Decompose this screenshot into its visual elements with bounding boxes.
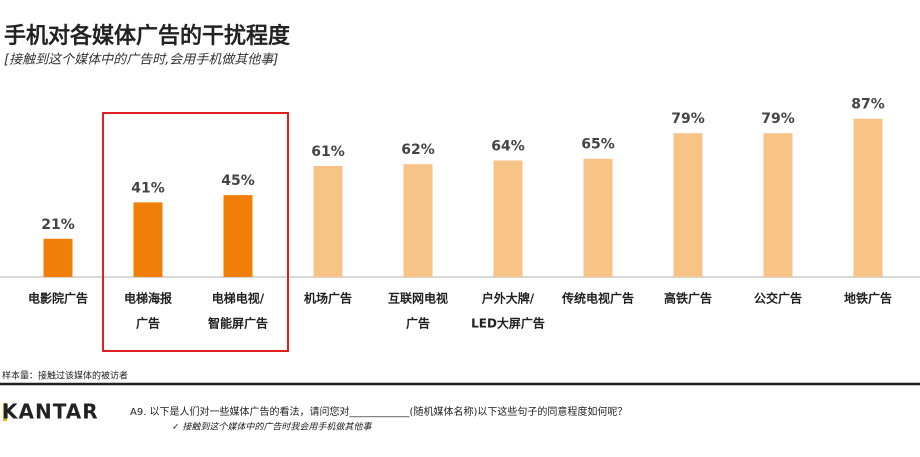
bar — [763, 133, 793, 277]
bar — [493, 160, 523, 277]
value-label: 65% — [581, 137, 615, 153]
highlight-box — [102, 112, 289, 352]
x-tick-label: 地铁广告 — [844, 291, 892, 306]
x-tick-label: 广告 — [136, 316, 160, 331]
bar — [583, 158, 613, 277]
bar — [133, 202, 163, 277]
x-tick-label: 传统电视广告 — [561, 291, 634, 306]
bar — [673, 133, 703, 277]
x-tick-label: 机场广告 — [304, 291, 352, 306]
brand-mark — [3, 403, 7, 421]
x-tick-label: 高铁广告 — [664, 291, 712, 306]
value-label: 61% — [311, 144, 345, 160]
value-label: 62% — [401, 142, 435, 158]
x-tick-label: 广告 — [406, 316, 430, 331]
bar — [43, 238, 73, 277]
value-label: 79% — [671, 111, 705, 127]
bar — [403, 164, 433, 277]
chart-subtitle: [接触到这个媒体中的广告时,会用手机做其他事] — [4, 53, 278, 68]
x-tick-label: 智能屏广告 — [207, 316, 268, 331]
bar — [223, 195, 253, 277]
value-label: 87% — [851, 97, 885, 113]
question: A9. 以下是人们对一些媒体广告的看法，请问您对____________(随机媒… — [130, 405, 627, 418]
statement: ✓ 接触到这个媒体中的广告时我会用手机做其他事 — [172, 422, 373, 433]
chart-title: 手机对各媒体广告的干扰程度 — [4, 23, 291, 49]
value-label: 64% — [491, 139, 525, 155]
footnote: 样本量：接触过该媒体的被访者 — [2, 370, 128, 382]
value-label: 41% — [131, 180, 165, 196]
x-tick-label: 电影院广告 — [28, 291, 88, 306]
x-tick-label: 公交广告 — [754, 291, 802, 306]
x-tick-label: 互联网电视 — [388, 291, 448, 306]
brand: KANTAR — [2, 400, 99, 424]
value-label: 21% — [41, 217, 75, 233]
x-tick-label: 电梯海报 — [124, 291, 172, 306]
bar — [313, 165, 343, 277]
bar — [853, 118, 883, 277]
x-tick-label: 户外大牌/ — [482, 291, 535, 306]
x-tick-label: 电梯电视/ — [212, 291, 265, 306]
x-tick-label: LED大屏广告 — [471, 316, 545, 331]
value-label: 79% — [761, 111, 795, 127]
value-label: 45% — [221, 173, 255, 189]
